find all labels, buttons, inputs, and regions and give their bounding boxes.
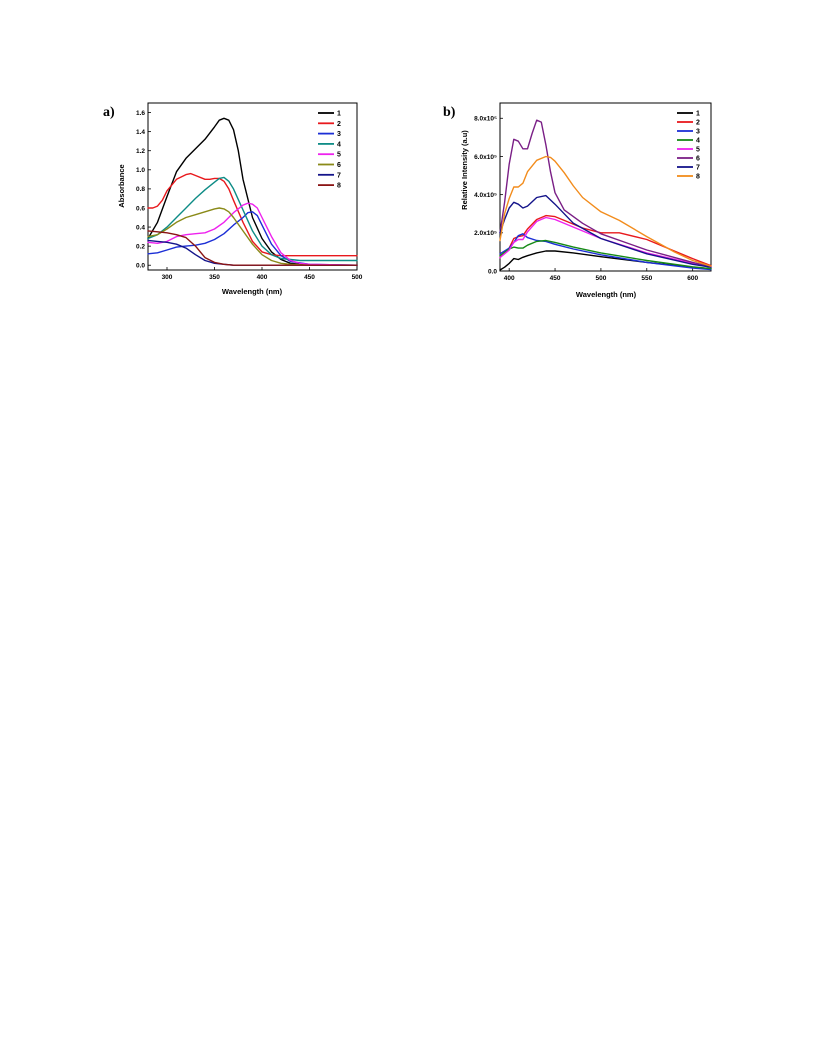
panel-a-legend-label-6: 6 (337, 162, 341, 169)
panel-a-label: a) (103, 105, 115, 120)
panel-a-y-tick-label: 1.6 (136, 110, 145, 117)
panel-a-series-line-4 (147, 176, 358, 262)
panel-b-x-tick-label: 500 (595, 275, 606, 282)
panel-b-legend-label-4: 4 (696, 138, 700, 145)
panel-a-series-line-8 (147, 230, 358, 266)
panel-a-absorbance: a) 300 350 400 450 500 0.0 0.2 0.4 0.6 0.8 1.0 1.2… (103, 102, 363, 296)
panel-b-emission: b) 400 450 500 550 600 0.0 2.0x10⁵ 4.0x10⁵ 6.0x… (443, 102, 712, 299)
panel-a-y-tick-label: 0.8 (136, 186, 145, 193)
panel-b-legend-label-5: 5 (696, 147, 700, 154)
panel-a-legend-label-7: 7 (337, 172, 341, 179)
panel-b-plot-frame (499, 102, 712, 272)
panel-b-label: b) (443, 105, 456, 120)
panel-a-x-tick-label: 350 (209, 274, 220, 281)
panel-a-y-tick-label: 1.0 (136, 167, 145, 174)
panel-b-y-tick-label: 0.0 (488, 268, 497, 275)
panel-a-y-tick-label: 0.2 (136, 243, 145, 250)
panel-b-legend-label-2: 2 (696, 120, 700, 127)
panel-b-x-tick-label: 450 (550, 275, 561, 282)
panel-b-series (499, 119, 712, 271)
panel-a-legend-label-1: 1 (337, 111, 341, 118)
panel-a-x-tick-label: 500 (352, 274, 363, 281)
panel-b-y-tick-label: 4.0x10⁵ (474, 192, 497, 199)
panel-b-y-tick-label: 6.0x10⁵ (474, 154, 497, 161)
panel-b-legend-label-8: 8 (696, 174, 700, 181)
panel-a-y-tick-label: 0.6 (136, 205, 145, 212)
panel-a-legend-label-8: 8 (337, 183, 341, 190)
panel-b-legend-label-3: 3 (696, 129, 700, 136)
panel-b-series-line-7 (499, 194, 712, 268)
panel-a-x-tick-label: 400 (257, 274, 268, 281)
panel-b-y-ticks: 0.0 2.0x10⁵ 4.0x10⁵ 6.0x10⁵ 8.0x10⁵ (474, 116, 503, 275)
panel-a-series-line-3 (147, 211, 358, 266)
panel-a-legend-label-3: 3 (337, 131, 341, 138)
panel-a-x-ticks: 300 350 400 450 500 (162, 267, 363, 281)
panel-a-y-tick-label: 1.2 (136, 148, 145, 155)
panel-a-legend-label-4: 4 (337, 141, 341, 148)
panel-b-y-tick-label: 2.0x10⁵ (474, 230, 497, 237)
panel-b-series-line-5 (499, 216, 712, 268)
panel-a-x-tick-label: 300 (162, 274, 173, 281)
panel-a-y-axis-title: Absorbance (117, 164, 126, 207)
panel-a-plot-frame (147, 102, 358, 271)
panel-a-x-axis-title: Wavelength (nm) (222, 287, 283, 296)
panel-b-x-axis-title: Wavelength (nm) (576, 290, 637, 299)
panel-b-legend-label-7: 7 (696, 165, 700, 172)
panel-a-series-line-1 (147, 117, 358, 266)
panel-a-legend-label-2: 2 (337, 121, 341, 128)
panel-b-y-axis-title: Relative Intensity (a.u) (460, 130, 469, 210)
panel-a-series-line-6 (147, 207, 358, 266)
panel-b-legend-label-1: 1 (696, 111, 700, 118)
panel-a-y-ticks: 0.0 0.2 0.4 0.6 0.8 1.0 1.2 1.4 1.6 (136, 110, 151, 270)
panel-b-series-line-6 (499, 119, 712, 268)
panel-b-series-line-3 (499, 233, 712, 271)
panel-b-x-tick-label: 400 (504, 275, 515, 282)
panel-b-legend-label-6: 6 (696, 156, 700, 163)
panel-b-y-tick-label: 8.0x10⁵ (474, 116, 497, 123)
panel-a-y-tick-label: 0.0 (136, 263, 145, 270)
panel-a-series (147, 117, 358, 266)
panel-b-series-line-8 (499, 155, 712, 267)
panel-b-x-tick-label: 600 (687, 275, 698, 282)
panel-a-y-tick-label: 0.4 (136, 224, 145, 231)
panel-b-legend: 1 2 3 4 5 6 7 8 (677, 111, 700, 181)
panel-a-legend-label-5: 5 (337, 152, 341, 159)
panel-a-y-tick-label: 1.4 (136, 129, 145, 136)
panel-a-x-tick-label: 450 (304, 274, 315, 281)
panel-b-series-line-4 (499, 239, 712, 270)
panel-a-legend: 1 2 3 4 5 6 7 8 (318, 111, 341, 190)
panel-b-x-ticks: 400 450 500 550 600 (504, 268, 698, 282)
panel-b-x-tick-label: 550 (641, 275, 652, 282)
